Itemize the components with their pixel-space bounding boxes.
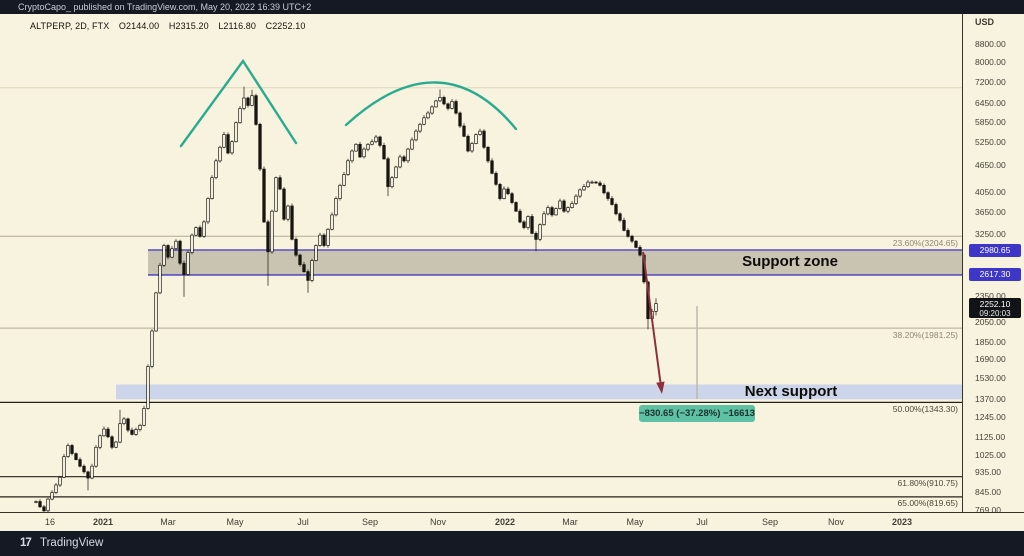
bar-countdown: 09:20:03 bbox=[979, 308, 1011, 318]
price-tick: 1025.00 bbox=[975, 449, 1006, 460]
time-label: Nov bbox=[827, 517, 845, 527]
time-axis[interactable]: 16 2021 Mar May Jul Sep Nov 2022 Mar May Jul Sep Nov… bbox=[0, 512, 1024, 531]
price-tick: 1370.00 bbox=[975, 394, 1006, 405]
last-price-label: 2252.10 09:20:03 bbox=[969, 297, 1021, 318]
price-tick: 2050.00 bbox=[975, 317, 1006, 328]
price-tick: 6450.00 bbox=[975, 97, 1006, 108]
price-tick: 845.00 bbox=[975, 486, 1001, 497]
legend-close: C2252.10 bbox=[265, 21, 306, 31]
price-tick: 2350.00 bbox=[975, 290, 1006, 301]
price-tick: 935.00 bbox=[975, 467, 1001, 478]
symbol-legend: ALTPERP, 2D, FTX O2144.00 H2315.20 L2116… bbox=[30, 21, 312, 31]
publish-text: CryptoCapo_ published on TradingView.com… bbox=[18, 2, 312, 12]
price-tick: 1125.00 bbox=[975, 431, 1006, 442]
time-label: Sep bbox=[361, 517, 379, 527]
price-tick: 4050.00 bbox=[975, 186, 1006, 197]
price-tick: 3650.00 bbox=[975, 206, 1006, 217]
price-tick: 8800.00 bbox=[975, 38, 1006, 49]
zone-price-label: 2980.65 bbox=[969, 243, 1021, 257]
time-label: Jul bbox=[696, 517, 708, 527]
price-tick: 3250.00 bbox=[975, 228, 1006, 239]
price-tick: 1690.00 bbox=[975, 354, 1006, 364]
time-label: 16 bbox=[44, 517, 56, 527]
price-tick: 769.00 bbox=[975, 504, 1001, 515]
time-label: Nov bbox=[429, 517, 447, 527]
tradingview-wordmark: TradingView bbox=[40, 537, 104, 549]
time-label: Sep bbox=[761, 517, 779, 527]
time-label: May bbox=[626, 517, 644, 527]
legend-open: O2144.00 bbox=[118, 21, 160, 31]
time-label-year: 2023 bbox=[891, 517, 913, 527]
price-tick: 5250.00 bbox=[975, 137, 1006, 148]
publish-bar: CryptoCapo_ published on TradingView.com… bbox=[0, 0, 1024, 14]
legend-high: H2315.20 bbox=[168, 21, 209, 31]
price-tick: 1850.00 bbox=[975, 336, 1006, 347]
footer-bar: 17 TradingView bbox=[0, 531, 1024, 556]
price-tick: 1530.00 bbox=[975, 373, 1006, 384]
time-label-year: 2021 bbox=[92, 517, 114, 527]
price-tick: 1245.00 bbox=[975, 412, 1006, 423]
price-tick: 5850.00 bbox=[975, 116, 1006, 127]
price-tick: 4650.00 bbox=[975, 160, 1006, 171]
zone-price-label: 2617.30 bbox=[969, 268, 1021, 282]
chart-canvas[interactable] bbox=[0, 14, 1024, 512]
time-label-year: 2022 bbox=[494, 517, 516, 527]
legend-symbol: ALTPERP, 2D, FTX bbox=[30, 21, 110, 31]
time-label: Jul bbox=[297, 517, 309, 527]
tradingview-logo-icon: 17 bbox=[20, 537, 32, 549]
price-tick: 8000.00 bbox=[975, 56, 1006, 67]
legend-low: L2116.80 bbox=[218, 21, 256, 31]
price-axis[interactable]: USD 8800.00 8000.00 7200.00 6450.00 5850.00 5… bbox=[962, 14, 1024, 515]
time-label: May bbox=[226, 517, 244, 527]
time-label: Mar bbox=[562, 517, 578, 527]
currency-label: USD bbox=[975, 17, 995, 27]
time-label: Mar bbox=[160, 517, 176, 527]
price-tick: 7200.00 bbox=[975, 76, 1006, 87]
